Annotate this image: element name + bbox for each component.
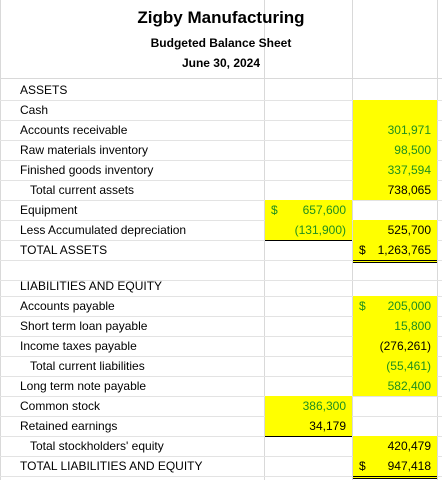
row-label: ASSETS [20,83,68,97]
cell-value: 738,065 [387,183,431,197]
row-cash[interactable]: Cash [0,100,442,121]
income-taxes-cell[interactable]: (276,261) [353,336,437,357]
total-equity-cell[interactable]: 420,479 [353,436,437,457]
cell-value: (276,261) [379,339,431,353]
retained-earnings-cell[interactable]: 34,179 [265,416,352,437]
row-label: Long term note payable [20,379,147,393]
cell-value: 337,594 [387,163,431,177]
cell-value: 582,400 [387,379,431,393]
short-term-loan-cell[interactable]: 15,800 [353,316,437,336]
row-total-current-assets[interactable]: Total current assets 738,065 [0,180,442,201]
row-finished-goods[interactable]: Finished goods inventory 337,594 [0,160,442,181]
cell-value: 386,300 [302,399,346,413]
row-label: Total current liabilities [30,359,145,373]
row-label: Income taxes payable [20,339,137,353]
row-label: LIABILITIES AND EQUITY [20,279,163,293]
cell-value: 420,479 [387,439,431,453]
cell-value: 1,263,765 [377,243,431,257]
raw-materials-cell[interactable]: 98,500 [353,140,437,160]
cell-value: 657,600 [302,203,346,217]
total-current-assets-cell[interactable]: 738,065 [353,180,437,200]
row-retained-earnings[interactable]: Retained earnings 34,179 [0,416,442,437]
row-total-current-liabilities[interactable]: Total current liabilities (55,461) [0,356,442,377]
net-equipment-cell[interactable]: 525,700 [353,220,437,241]
row-label: Cash [20,103,49,117]
row-accounts-receivable[interactable]: Accounts receivable 301,971 [0,120,442,141]
row-total-equity[interactable]: Total stockholders' equity 420,479 [0,436,442,457]
total-assets-cell[interactable]: $ 1,263,765 [353,240,437,263]
company-name: Zigby Manufacturing [137,8,305,27]
accounts-receivable-cell[interactable]: 301,971 [353,120,437,140]
row-label: Raw materials inventory [20,143,149,157]
cell-value: 525,700 [387,223,431,237]
row-label: Accounts payable [20,299,115,313]
row-empty[interactable] [0,260,442,281]
row-label: Common stock [20,399,101,413]
common-stock-cell[interactable]: 386,300 [265,396,352,416]
row-label: Retained earnings [20,419,118,433]
row-label: Total current assets [30,183,135,197]
cell-value: 98,500 [394,143,431,157]
currency-symbol: $ [271,203,278,217]
row-label: Equipment [20,203,78,217]
cell-value: 15,800 [394,319,431,333]
row-income-taxes[interactable]: Income taxes payable (276,261) [0,336,442,357]
row-raw-materials[interactable]: Raw materials inventory 98,500 [0,140,442,161]
currency-symbol: $ [359,243,366,257]
cell-value: (131,900) [294,223,346,237]
sheet-header: Zigby Manufacturing Budgeted Balance She… [0,0,442,79]
statement-title: Budgeted Balance Sheet [150,36,292,50]
finished-goods-cell[interactable]: 337,594 [353,160,437,181]
cell-value: 34,179 [309,419,346,433]
accounts-payable-cell[interactable]: $ 205,000 [353,296,437,316]
total-current-liabilities-cell[interactable]: (55,461) [353,356,437,376]
row-label: Finished goods inventory [20,163,154,177]
row-long-term-note[interactable]: Long term note payable 582,400 [0,376,442,397]
cell-value: 205,000 [387,299,431,313]
currency-symbol: $ [359,459,366,473]
total-liabilities-equity-cell[interactable]: $ 947,418 [353,456,437,479]
row-label: Short term loan payable [20,319,148,333]
row-equipment[interactable]: Equipment $ 657,600 [0,200,442,221]
row-label: TOTAL ASSETS [20,243,108,257]
row-label: TOTAL LIABILITIES AND EQUITY [20,459,203,473]
row-total-liabilities-equity[interactable]: TOTAL LIABILITIES AND EQUITY $ 947,418 [0,456,442,479]
cell-value: 301,971 [387,123,431,137]
cell-value: (55,461) [386,359,431,373]
long-term-note-cell[interactable]: 582,400 [353,376,437,396]
depreciation-cell[interactable]: (131,900) [265,220,352,241]
row-accounts-payable[interactable]: Accounts payable $ 205,000 [0,296,442,317]
cell-value: 947,418 [387,459,431,473]
statement-date: June 30, 2024 [181,56,261,70]
row-depreciation[interactable]: Less Accumulated depreciation (131,900) … [0,220,442,241]
row-label: Total stockholders' equity [30,439,164,453]
cash-value-cell[interactable] [353,100,437,120]
row-label: Accounts receivable [20,123,128,137]
row-short-term-loan[interactable]: Short term loan payable 15,800 [0,316,442,337]
row-assets-header[interactable]: ASSETS [0,80,442,101]
row-common-stock[interactable]: Common stock 386,300 [0,396,442,417]
row-total-assets[interactable]: TOTAL ASSETS $ 1,263,765 [0,240,442,263]
row-label: Less Accumulated depreciation [20,223,187,237]
row-liabilities-header[interactable]: LIABILITIES AND EQUITY [0,276,442,297]
equipment-cell[interactable]: $ 657,600 [265,200,352,220]
currency-symbol: $ [359,299,366,313]
